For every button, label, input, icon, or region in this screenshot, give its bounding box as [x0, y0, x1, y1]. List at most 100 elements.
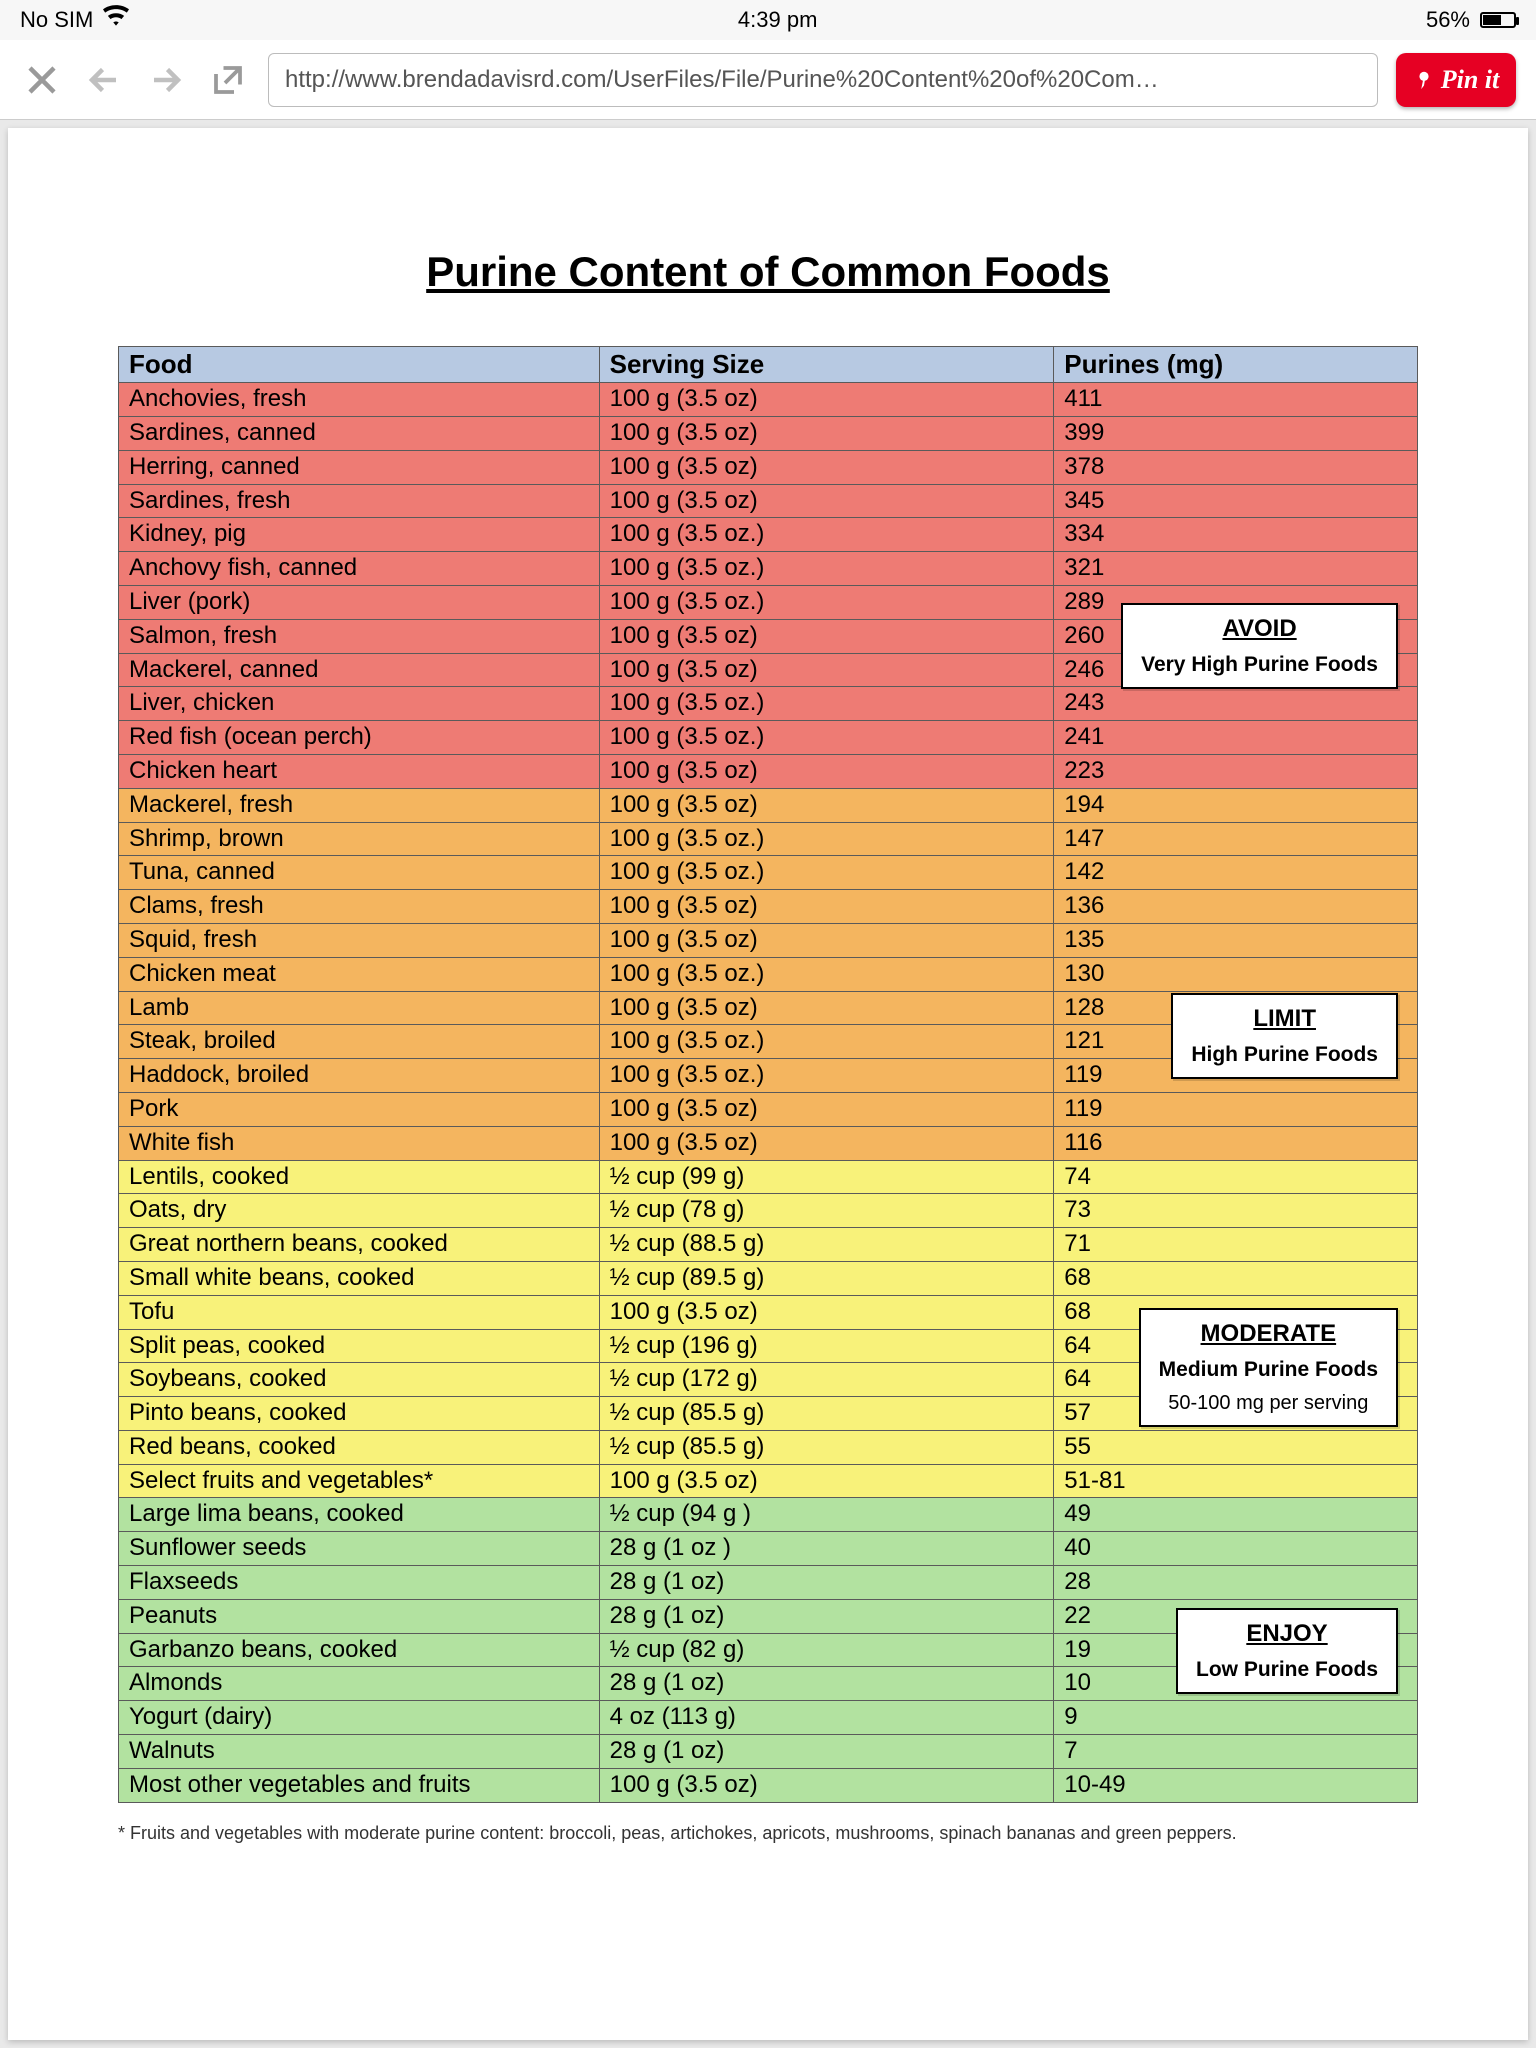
cell-food: Sardines, fresh [119, 484, 600, 518]
cell-serving: 28 g (1 oz) [599, 1667, 1054, 1701]
table-row: Chicken heart100 g (3.5 oz)223 [119, 754, 1418, 788]
cell-purines: 142 [1054, 856, 1418, 890]
cell-purines: 334 [1054, 518, 1418, 552]
pin-it-button[interactable]: Pin it [1396, 53, 1516, 107]
cell-food: Small white beans, cooked [119, 1261, 600, 1295]
cell-purines: 10-49 [1054, 1768, 1418, 1802]
cell-purines: 119 [1054, 1092, 1418, 1126]
legend-title: AVOID [1141, 615, 1378, 643]
cell-food: Pinto beans, cooked [119, 1397, 600, 1431]
cell-purines: 116 [1054, 1126, 1418, 1160]
url-bar[interactable]: http://www.brendadavisrd.com/UserFiles/F… [268, 53, 1378, 107]
table-row: Red beans, cooked½ cup (85.5 g)55 [119, 1430, 1418, 1464]
cell-serving: ½ cup (82 g) [599, 1633, 1054, 1667]
cell-serving: 28 g (1 oz) [599, 1566, 1054, 1600]
cell-serving: ½ cup (89.5 g) [599, 1261, 1054, 1295]
cell-purines: 399 [1054, 416, 1418, 450]
cell-food: Salmon, fresh [119, 619, 600, 653]
table-row: Pork100 g (3.5 oz)119 [119, 1092, 1418, 1126]
back-button[interactable] [82, 58, 126, 102]
cell-food: Walnuts [119, 1735, 600, 1769]
cell-serving: ½ cup (94 g ) [599, 1498, 1054, 1532]
cell-serving: 100 g (3.5 oz) [599, 450, 1054, 484]
table-row: Herring, canned100 g (3.5 oz)378 [119, 450, 1418, 484]
cell-serving: 100 g (3.5 oz) [599, 383, 1054, 417]
table-row: Mackerel, fresh100 g (3.5 oz)194 [119, 788, 1418, 822]
table-body: Anchovies, fresh100 g (3.5 oz)411Sardine… [119, 383, 1418, 1802]
cell-serving: 100 g (3.5 oz) [599, 788, 1054, 822]
legend-title: LIMIT [1191, 1005, 1378, 1033]
table-row: Yogurt (dairy)4 oz (113 g)9 [119, 1701, 1418, 1735]
cell-food: Almonds [119, 1667, 600, 1701]
cell-food: Yogurt (dairy) [119, 1701, 600, 1735]
cell-purines: 73 [1054, 1194, 1418, 1228]
legend-sub: High Purine Foods [1191, 1043, 1378, 1067]
cell-food: Clams, fresh [119, 890, 600, 924]
status-bar: No SIM 4:39 pm 56% [0, 0, 1536, 40]
cell-purines: 74 [1054, 1160, 1418, 1194]
cell-food: Anchovies, fresh [119, 383, 600, 417]
cell-food: Flaxseeds [119, 1566, 600, 1600]
table-row: Sardines, canned100 g (3.5 oz)399 [119, 416, 1418, 450]
cell-food: Red fish (ocean perch) [119, 721, 600, 755]
cell-serving: 100 g (3.5 oz.) [599, 1025, 1054, 1059]
cell-food: Tofu [119, 1295, 600, 1329]
cell-serving: ½ cup (99 g) [599, 1160, 1054, 1194]
cell-serving: ½ cup (85.5 g) [599, 1430, 1054, 1464]
cell-serving: 100 g (3.5 oz.) [599, 687, 1054, 721]
cell-food: Haddock, broiled [119, 1059, 600, 1093]
cell-serving: 100 g (3.5 oz) [599, 890, 1054, 924]
cell-serving: ½ cup (88.5 g) [599, 1228, 1054, 1262]
cell-food: White fish [119, 1126, 600, 1160]
cell-serving: 28 g (1 oz) [599, 1735, 1054, 1769]
close-button[interactable] [20, 58, 64, 102]
col-purines: Purines (mg) [1054, 347, 1418, 383]
table-row: Small white beans, cooked½ cup (89.5 g)6… [119, 1261, 1418, 1295]
cell-serving: 100 g (3.5 oz.) [599, 518, 1054, 552]
table-row: Select fruits and vegetables*100 g (3.5 … [119, 1464, 1418, 1498]
cell-serving: 100 g (3.5 oz.) [599, 856, 1054, 890]
table-row: Tuna, canned100 g (3.5 oz.)142 [119, 856, 1418, 890]
table-row: Kidney, pig100 g (3.5 oz.)334 [119, 518, 1418, 552]
legend-title: ENJOY [1196, 1620, 1378, 1648]
forward-button[interactable] [144, 58, 188, 102]
document-title: Purine Content of Common Foods [118, 248, 1418, 296]
cell-serving: 100 g (3.5 oz) [599, 1126, 1054, 1160]
cell-serving: ½ cup (172 g) [599, 1363, 1054, 1397]
status-time: 4:39 pm [738, 7, 818, 33]
cell-food: Great northern beans, cooked [119, 1228, 600, 1262]
table-row: Large lima beans, cooked½ cup (94 g )49 [119, 1498, 1418, 1532]
table-row: Red fish (ocean perch)100 g (3.5 oz.)241 [119, 721, 1418, 755]
cell-food: Lentils, cooked [119, 1160, 600, 1194]
cell-purines: 7 [1054, 1735, 1418, 1769]
cell-purines: 378 [1054, 450, 1418, 484]
open-external-button[interactable] [206, 58, 250, 102]
cell-purines: 243 [1054, 687, 1418, 721]
cell-serving: 100 g (3.5 oz) [599, 754, 1054, 788]
cell-serving: ½ cup (85.5 g) [599, 1397, 1054, 1431]
table-row: White fish100 g (3.5 oz)116 [119, 1126, 1418, 1160]
cell-purines: 147 [1054, 822, 1418, 856]
cell-serving: 100 g (3.5 oz.) [599, 957, 1054, 991]
cell-serving: 100 g (3.5 oz) [599, 619, 1054, 653]
cell-food: Lamb [119, 991, 600, 1025]
cell-food: Most other vegetables and fruits [119, 1768, 600, 1802]
pinterest-icon [1413, 69, 1435, 91]
cell-food: Mackerel, canned [119, 653, 600, 687]
cell-food: Shrimp, brown [119, 822, 600, 856]
legend-note: 50-100 mg per serving [1159, 1392, 1378, 1415]
legend-title: MODERATE [1159, 1320, 1378, 1348]
cell-purines: 223 [1054, 754, 1418, 788]
cell-food: Soybeans, cooked [119, 1363, 600, 1397]
cell-serving: 100 g (3.5 oz) [599, 653, 1054, 687]
cell-purines: 49 [1054, 1498, 1418, 1532]
col-serving: Serving Size [599, 347, 1054, 383]
cell-purines: 345 [1054, 484, 1418, 518]
cell-food: Sunflower seeds [119, 1532, 600, 1566]
cell-food: Herring, canned [119, 450, 600, 484]
table-row: Most other vegetables and fruits100 g (3… [119, 1768, 1418, 1802]
table-row: Chicken meat100 g (3.5 oz.)130 [119, 957, 1418, 991]
cell-food: Kidney, pig [119, 518, 600, 552]
table-row: Lentils, cooked½ cup (99 g)74 [119, 1160, 1418, 1194]
page-viewport[interactable]: Purine Content of Common Foods Food Serv… [0, 120, 1536, 2048]
